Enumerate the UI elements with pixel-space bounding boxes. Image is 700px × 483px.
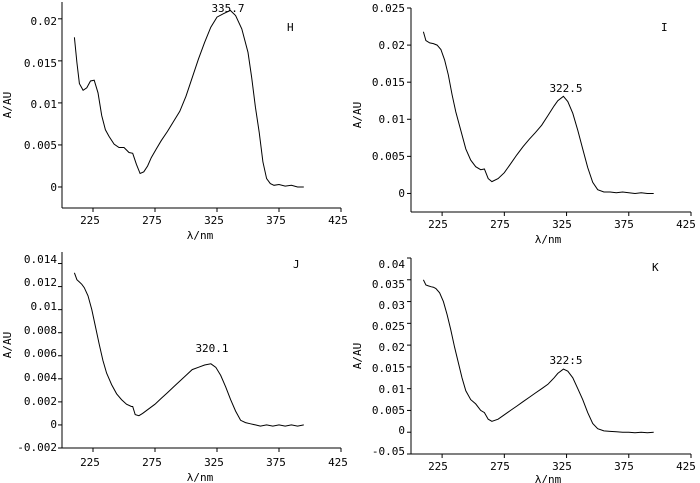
panel-h-x-tick-label: 375 (266, 214, 286, 227)
panel-k-x-tick-label: 375 (614, 460, 634, 473)
panel-h-ticks (58, 18, 342, 212)
panel-k-peak-label: 322:5 (549, 354, 582, 367)
panel-k-y-tick-label: 0.015 (372, 362, 405, 375)
panel-k-y-tick-label: -0.05 (372, 445, 405, 458)
panel-k-y-tick-label: 0.04 (379, 258, 406, 271)
panel-h-x-tick-label: 425 (328, 214, 348, 227)
panel-k-spectrum-line (422, 279, 654, 434)
panel-k: 225 275 325 375 425 -0.05 0 0.005 0.01 0… (351, 257, 696, 483)
panel-j-x-tick-label: 225 (80, 456, 100, 469)
panel-j-y-tick-label: 0 (50, 418, 57, 431)
panel-h-x-tick-label: 325 (204, 214, 224, 227)
panel-j-y-tick-label: 0.012 (24, 276, 57, 289)
panel-h-tag: H (287, 21, 294, 34)
panel-h-y-tick-label: 0.005 (24, 139, 57, 152)
panel-k-y-tick-label: 0.025 (372, 320, 405, 333)
panel-i-y-axis-label: A/AU (351, 102, 364, 129)
panel-i-y-tick-label: 0.01 (379, 113, 406, 126)
panel-j-y-tick-label: 0.002 (24, 395, 57, 408)
panel-j-x-tick-label: 275 (142, 456, 162, 469)
panel-j-y-tick-label: 0.004 (24, 371, 57, 384)
panel-j-spectrum-line (73, 272, 304, 427)
panel-k-x-tick-label: 275 (490, 460, 510, 473)
panel-h-y-tick-label: 0.015 (24, 57, 57, 70)
panel-j-y-tick-label: 0.01 (31, 300, 58, 313)
panel-h-x-tick-label: 275 (142, 214, 162, 227)
panel-j-peak-label: 320.1 (195, 342, 228, 355)
panel-h: 225 275 325 375 425 0 0.005 0.01 0.015 0… (1, 2, 348, 242)
panel-j-y-tick-label: 0.006 (24, 347, 57, 360)
panel-k-y-tick-label: 0.035 (372, 278, 405, 291)
panel-i-peak-label: 322.5 (549, 82, 582, 95)
panel-i-y-tick-label: 0.015 (372, 76, 405, 89)
panel-k-tag: K (652, 261, 659, 274)
panel-j-x-tick-label: 375 (266, 456, 286, 469)
panel-j: 225 275 325 375 425 -0.002 0 0.002 0.004… (1, 252, 348, 483)
panel-h-x-tick-label: 225 (80, 214, 100, 227)
panel-i-x-tick-label: 225 (428, 218, 448, 231)
panel-h-y-tick-label: 0.01 (31, 98, 58, 111)
panel-i-y-tick-label: 0.025 (372, 2, 405, 15)
panel-i-x-tick-label: 375 (614, 218, 634, 231)
panel-k-x-axis-label: λ/nm (535, 473, 562, 483)
panel-j-y-tick-label: 0.014 (24, 253, 57, 266)
panel-h-spectrum-line (73, 9, 304, 188)
panel-i-x-tick-label: 325 (552, 218, 572, 231)
panel-k-y-tick-label: 0.03 (379, 299, 406, 312)
panel-h-y-tick-label: 0.02 (31, 15, 58, 28)
panel-k-x-tick-label: 225 (428, 460, 448, 473)
panel-i-y-tick-label: 0.005 (372, 150, 405, 163)
panel-j-tag: J (293, 258, 300, 271)
panel-i-y-tick-label: 0 (398, 187, 405, 200)
panel-k-y-tick-label: 0.02 (379, 341, 406, 354)
panel-k-x-tick-label: 325 (552, 460, 572, 473)
panel-i-spectrum-line (422, 31, 654, 195)
panel-i-ticks (407, 7, 692, 216)
panel-i: 225 275 325 375 425 0 0.005 0.01 0.015 0… (351, 2, 696, 246)
panel-i-tag: I (661, 21, 668, 34)
panel-k-y-tick-label: 0.01 (379, 383, 406, 396)
panel-k-ticks (407, 257, 692, 458)
panel-h-y-tick-label: 0 (50, 181, 57, 194)
panel-j-y-tick-label: 0.008 (24, 324, 57, 337)
panel-i-x-tick-label: 425 (676, 218, 696, 231)
panel-j-ticks (58, 263, 342, 452)
panel-j-y-axis-label: A/AU (1, 332, 14, 359)
panel-k-y-tick-label: 0 (398, 424, 405, 437)
panel-j-y-tick-label: -0.002 (17, 441, 57, 454)
panel-j-x-tick-label: 425 (328, 456, 348, 469)
panel-h-peak-label: 335.7 (211, 2, 244, 15)
panel-h-x-axis-label: λ/nm (187, 229, 214, 242)
panel-h-y-axis-label: A/AU (1, 92, 14, 119)
panel-i-x-axis-label: λ/nm (535, 233, 562, 246)
panel-k-y-axis-label: A/AU (351, 343, 364, 370)
panel-i-y-tick-label: 0.02 (379, 39, 406, 52)
panel-k-x-tick-label: 425 (676, 460, 696, 473)
panel-i-x-tick-label: 275 (490, 218, 510, 231)
panel-j-x-axis-label: λ/nm (187, 471, 214, 483)
panel-k-y-tick-label: 0.005 (372, 404, 405, 417)
panel-j-x-tick-label: 325 (204, 456, 224, 469)
